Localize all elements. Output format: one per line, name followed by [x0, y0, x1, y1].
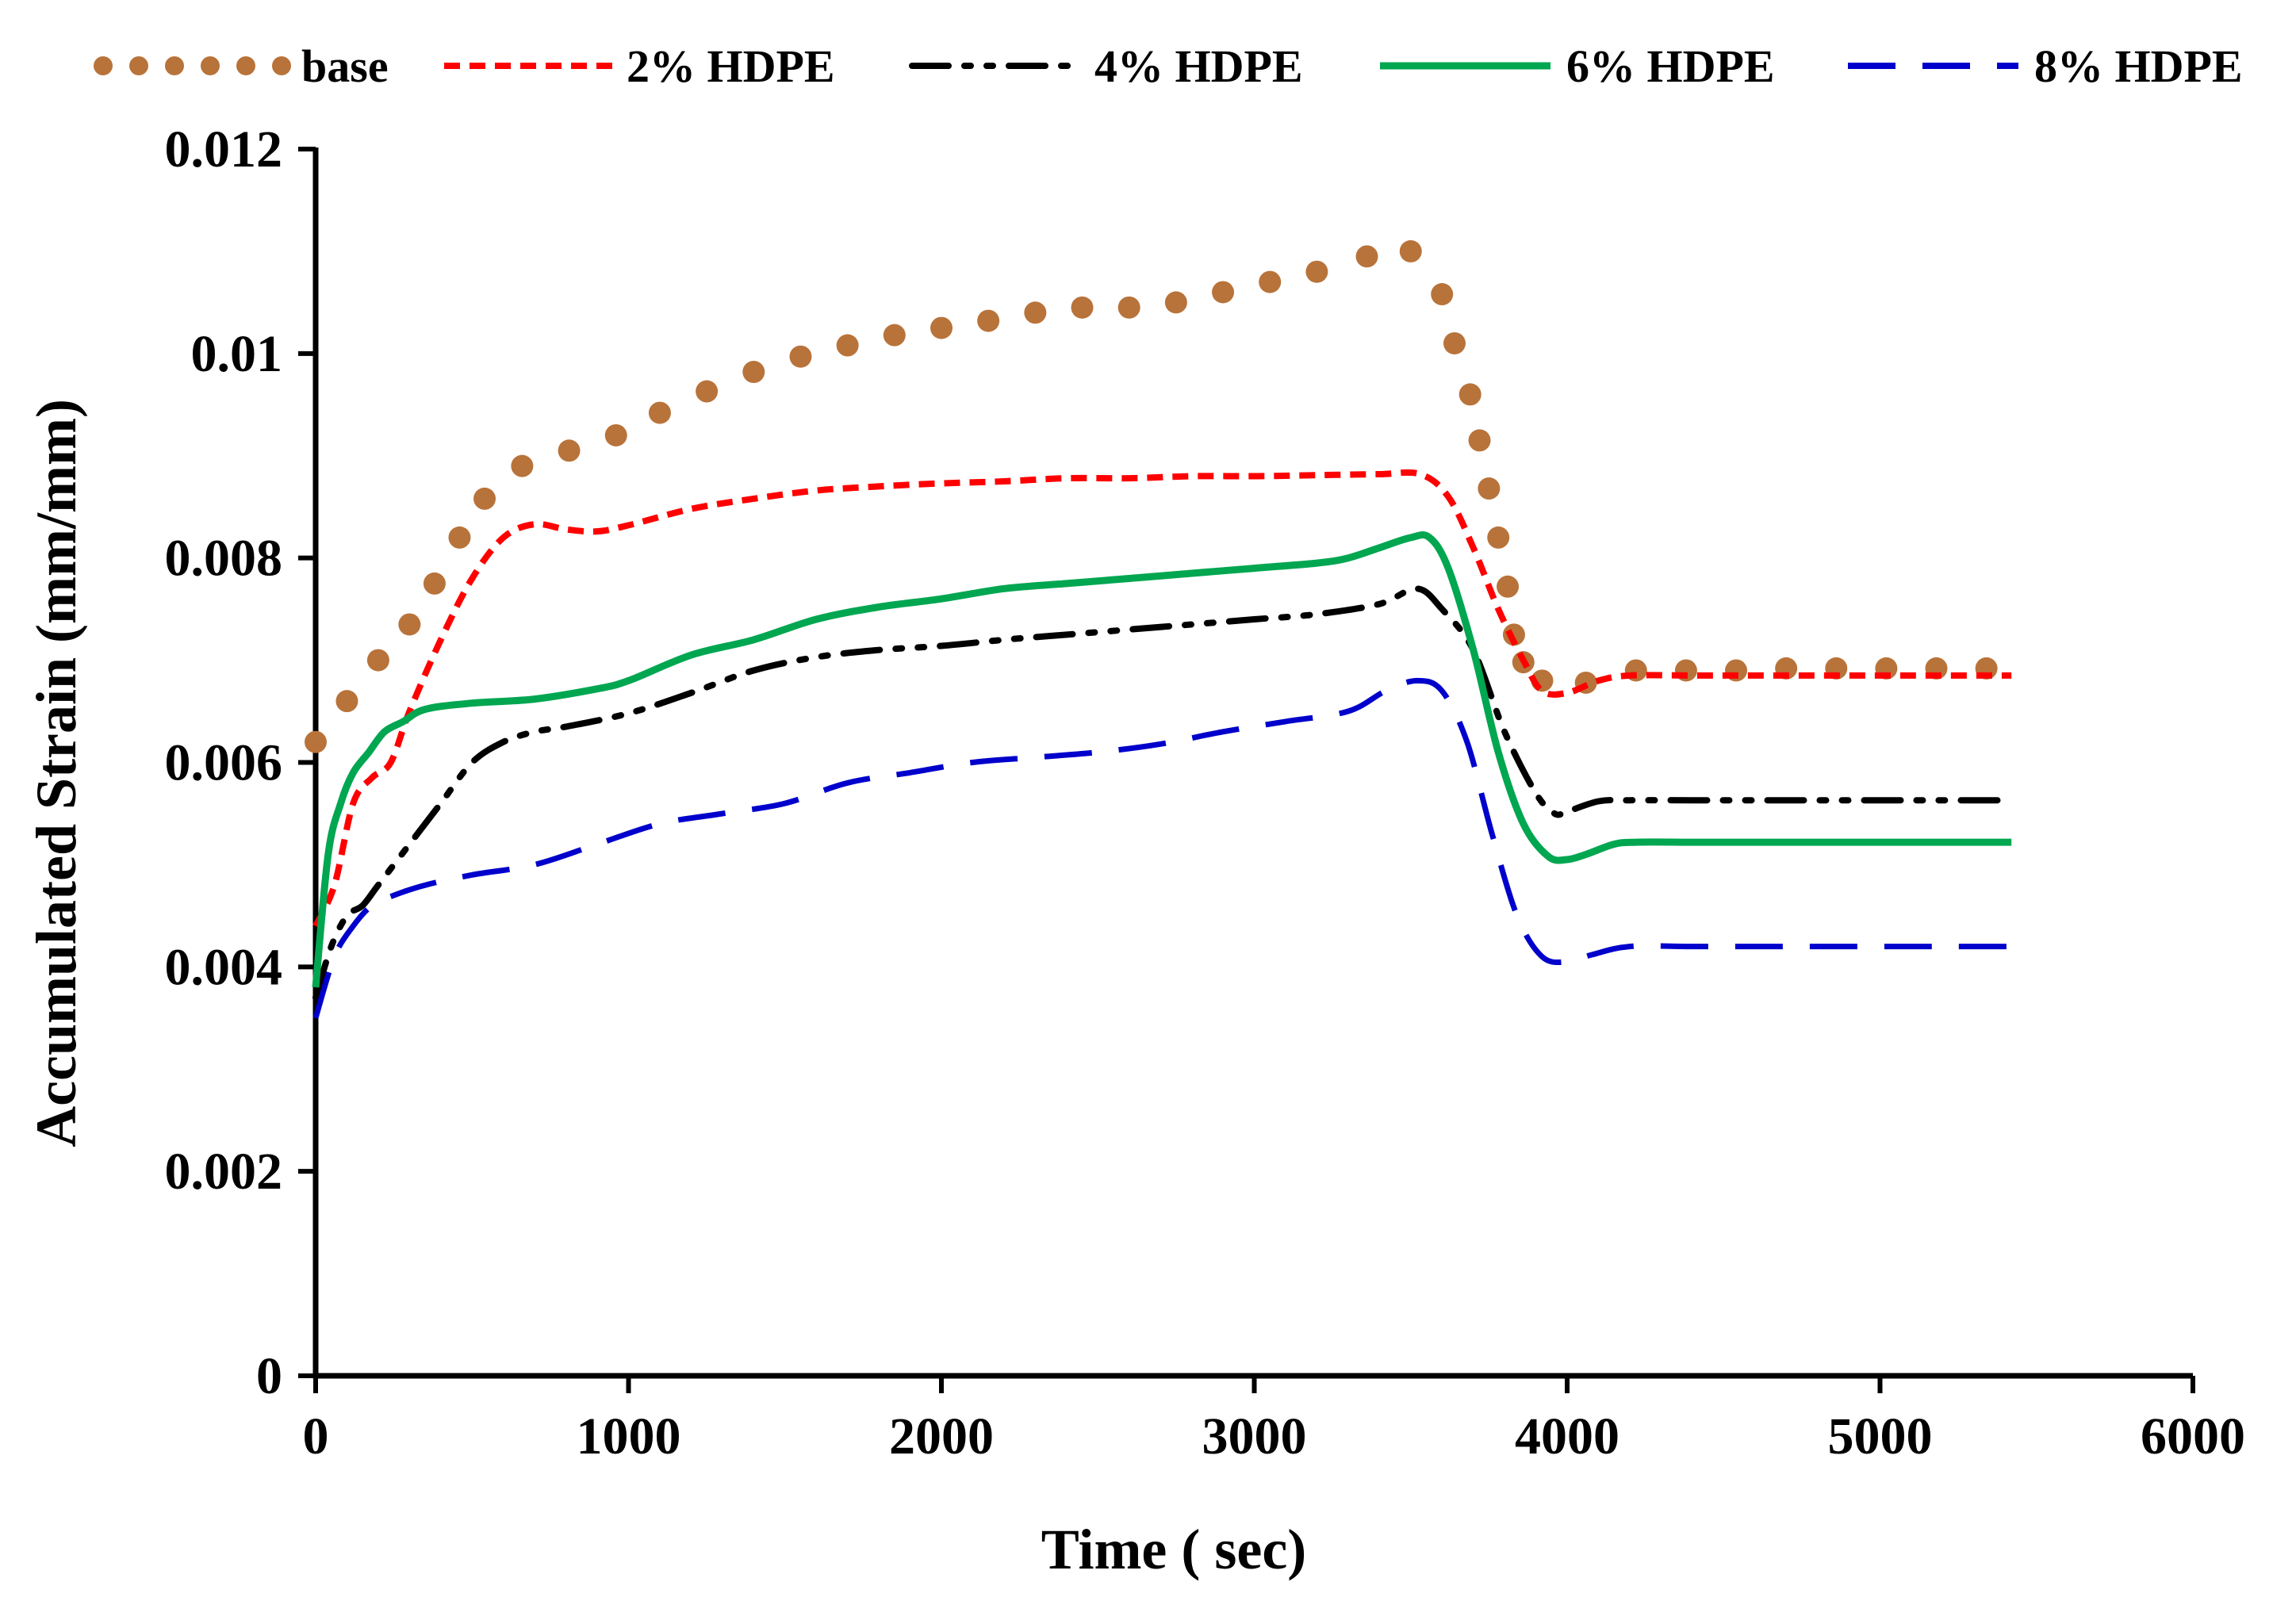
- legend-label: 6% HDPE: [1566, 40, 1775, 92]
- data-point: [1502, 623, 1525, 646]
- data-point: [398, 613, 421, 636]
- data-point: [448, 526, 471, 549]
- data-point: [1117, 296, 1140, 319]
- series-line: [312, 677, 2012, 1019]
- data-point: [977, 309, 1000, 332]
- series-line: [312, 530, 2012, 988]
- data-point: [1071, 296, 1094, 319]
- data-point: [1487, 526, 1510, 549]
- legend-item: 4% HDPE: [909, 40, 1303, 92]
- x-tick-label: 0: [303, 1408, 329, 1465]
- legend-item: 6% HDPE: [1380, 40, 1775, 92]
- legend-marker: [129, 56, 148, 75]
- series-4-hdpe: [312, 585, 2015, 1001]
- legend-label: base: [301, 40, 389, 92]
- data-point: [1478, 477, 1501, 500]
- y-tick-label: 0.01: [191, 325, 283, 383]
- data-point: [1443, 331, 1466, 354]
- x-tick-label: 5000: [1828, 1408, 1933, 1465]
- data-point: [423, 572, 446, 595]
- legend-label: 2% HDPE: [627, 40, 835, 92]
- data-point: [1259, 270, 1282, 293]
- y-tick-label: 0.006: [165, 734, 283, 792]
- x-tick-label: 6000: [2141, 1408, 2245, 1465]
- legend: base 2% HDPE 4% HDPE 6% HDPE 8% HDPE: [94, 40, 2243, 92]
- data-point: [742, 361, 765, 384]
- data-point: [1212, 281, 1235, 304]
- legend-item: 8% HDPE: [1848, 40, 2243, 92]
- data-point: [648, 401, 671, 424]
- data-point: [1399, 239, 1422, 262]
- data-point: [930, 316, 953, 339]
- data-point: [789, 345, 812, 368]
- x-tick-label: 4000: [1515, 1408, 1619, 1465]
- legend-marker: [201, 56, 220, 75]
- data-point: [305, 730, 327, 753]
- data-point: [1458, 383, 1481, 406]
- data-point: [1431, 283, 1454, 306]
- legend-marker: [94, 56, 113, 75]
- data-point: [1355, 245, 1378, 268]
- data-point: [558, 439, 581, 462]
- series-8-hdpe: [312, 677, 2012, 1019]
- x-tick-label: 2000: [889, 1408, 994, 1465]
- y-axis-title: Accumulated Strain (mm/mm): [25, 399, 88, 1147]
- legend-marker: [165, 56, 184, 75]
- y-tick-label: 0.002: [165, 1143, 283, 1201]
- series-6-hdpe: [312, 530, 2012, 988]
- x-tick-label: 1000: [577, 1408, 681, 1465]
- series-layer: [305, 239, 2015, 1019]
- legend-marker: [272, 56, 291, 75]
- series-line: [312, 585, 2015, 1001]
- x-axis-title: Time ( sec): [1041, 1518, 1307, 1581]
- y-tick-label: 0.008: [165, 530, 283, 588]
- data-point: [511, 454, 534, 477]
- legend-label: 4% HDPE: [1094, 40, 1303, 92]
- data-point: [335, 690, 358, 713]
- series-line: [312, 469, 2012, 928]
- axes: 0 1000 2000 3000 4000 5000 6000 0 0.002 0.004 0.00…: [165, 121, 2246, 1465]
- x-tick-label: 3000: [1202, 1408, 1307, 1465]
- data-point: [366, 649, 389, 672]
- data-point: [1497, 575, 1520, 598]
- legend-item: 2% HDPE: [444, 40, 835, 92]
- legend-item: base: [94, 40, 389, 92]
- series-2-hdpe: [312, 469, 2012, 928]
- data-point: [473, 487, 496, 510]
- legend-label: 8% HDPE: [2034, 40, 2243, 92]
- data-point: [1164, 291, 1187, 314]
- legend-marker: [236, 56, 255, 75]
- data-point: [883, 324, 906, 347]
- y-tick-label: 0: [256, 1347, 282, 1405]
- data-point: [1468, 429, 1491, 452]
- series-base: [305, 239, 1998, 753]
- data-point: [696, 380, 719, 403]
- data-point: [1024, 301, 1047, 324]
- y-tick-label: 0.004: [165, 938, 283, 996]
- data-point: [604, 423, 627, 446]
- y-tick-label: 0.012: [165, 121, 283, 178]
- data-point: [836, 334, 859, 357]
- data-point: [1305, 260, 1328, 283]
